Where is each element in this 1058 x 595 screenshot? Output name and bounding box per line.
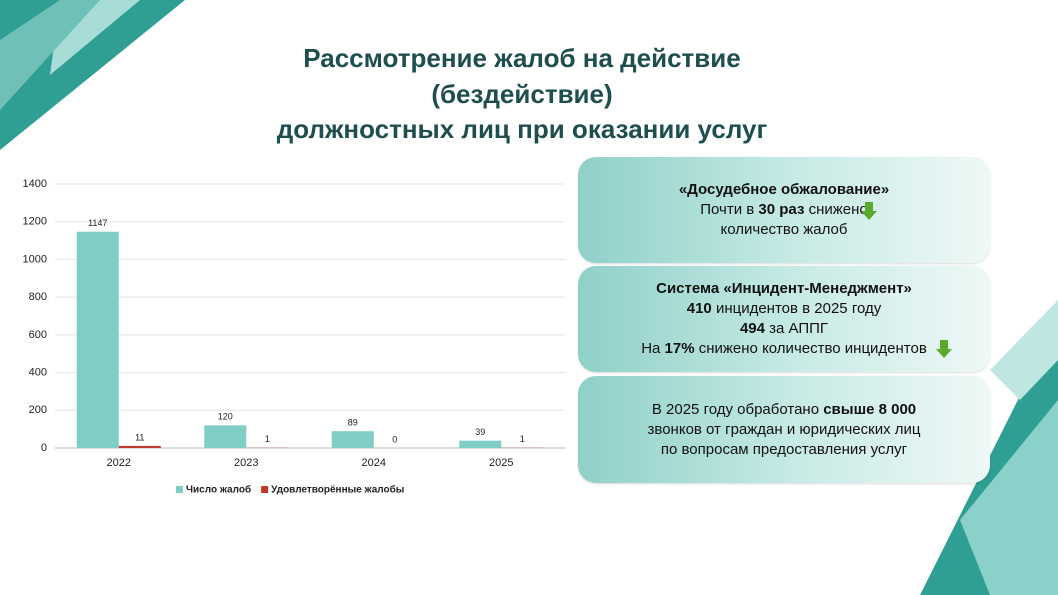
box-text: Почти в [700, 201, 759, 218]
box-text: 410 [686, 300, 712, 317]
box-text: 494 [739, 320, 765, 337]
value-label: 1 [265, 434, 270, 444]
decor [990, 300, 1058, 400]
y-tick-label: 600 [29, 329, 47, 341]
box-line: На 17% снижено количество инцидентов [641, 339, 927, 359]
y-tick-label: 1400 [23, 178, 47, 190]
x-tick-label: 2024 [362, 457, 386, 469]
y-tick-label: 1000 [23, 253, 47, 265]
value-label: 11 [135, 432, 144, 442]
box-line: Почти в 30 раз снижено [700, 200, 868, 220]
y-tick-label: 0 [41, 442, 47, 454]
box-text: снижено количество инцидентов [694, 340, 927, 357]
info-box: В 2025 году обработано свыше 8 000 звонко… [578, 376, 990, 483]
value-label: 39 [475, 427, 485, 437]
box-text: инцидентов в 2025 году [711, 300, 882, 317]
box-text: по вопросам предоставления услуг [660, 440, 908, 458]
title: Рассмотрение жалоб на действие [303, 43, 740, 73]
value-label: 0 [392, 434, 397, 444]
legend-label: Число жалоб [186, 484, 251, 496]
bar [76, 231, 119, 448]
value-label: 1147 [88, 218, 107, 228]
value-label: 89 [348, 418, 358, 428]
box-line: В 2025 году обработано свыше 8 000 [652, 400, 916, 420]
box-line: «Досудебное обжалование» [679, 180, 889, 200]
legend-swatch [176, 486, 183, 493]
y-tick-label: 400 [29, 366, 47, 378]
box-text: Система «Инцидент-Менеджмент» [656, 280, 912, 297]
box-line: количество жалоб [721, 220, 848, 240]
box-line: 494 за АППГ [740, 319, 828, 339]
x-tick-label: 2023 [234, 457, 258, 469]
box-text: На [641, 340, 665, 357]
down-arrow [861, 202, 877, 220]
box-line: звонков от граждан и юридических лиц [648, 420, 921, 440]
bar [204, 425, 247, 448]
box-text: количество жалоб [720, 221, 848, 238]
y-tick-label: 200 [29, 404, 47, 416]
title: должностных лиц при оказании услуг [277, 114, 768, 144]
legend-label: Удовлетворённые жалобы [271, 484, 404, 496]
y-tick-label: 1200 [23, 216, 47, 228]
info-box: «Досудебное обжалование» Почти в 30 раз с… [578, 157, 990, 263]
legend-swatch [261, 486, 269, 493]
box-text: «Досудебное обжалование» [678, 181, 890, 198]
y-tick-label: 800 [29, 291, 47, 303]
down-arrow [936, 340, 952, 358]
box-text: свыше 8 000 [823, 400, 917, 418]
box-text: звонков от граждан и юридических лиц [647, 420, 921, 438]
title: (бездействие) [431, 79, 612, 109]
box-text: снижено [804, 201, 868, 218]
box-line: 410 инцидентов в 2025 году [687, 299, 881, 319]
box-text: В 2025 году обработано [651, 400, 824, 418]
bar [118, 445, 161, 448]
box-text: 17% [664, 340, 695, 357]
bar [331, 431, 374, 448]
value-label: 120 [218, 412, 233, 422]
box-line: по вопросам предоставления услуг [661, 440, 907, 460]
x-tick-label: 2025 [489, 457, 513, 469]
box-text: за АППГ [764, 320, 829, 337]
decor [0, 0, 100, 110]
bar [459, 440, 502, 448]
box-line: Система «Инцидент-Менеджмент» [656, 279, 912, 299]
decor [960, 400, 1058, 595]
box-text: 30 раз [758, 201, 805, 218]
value-label: 1 [520, 434, 525, 444]
info-box: Система «Инцидент-Менеджмент» 410 инциден… [578, 266, 990, 372]
x-tick-label: 2022 [107, 457, 131, 469]
